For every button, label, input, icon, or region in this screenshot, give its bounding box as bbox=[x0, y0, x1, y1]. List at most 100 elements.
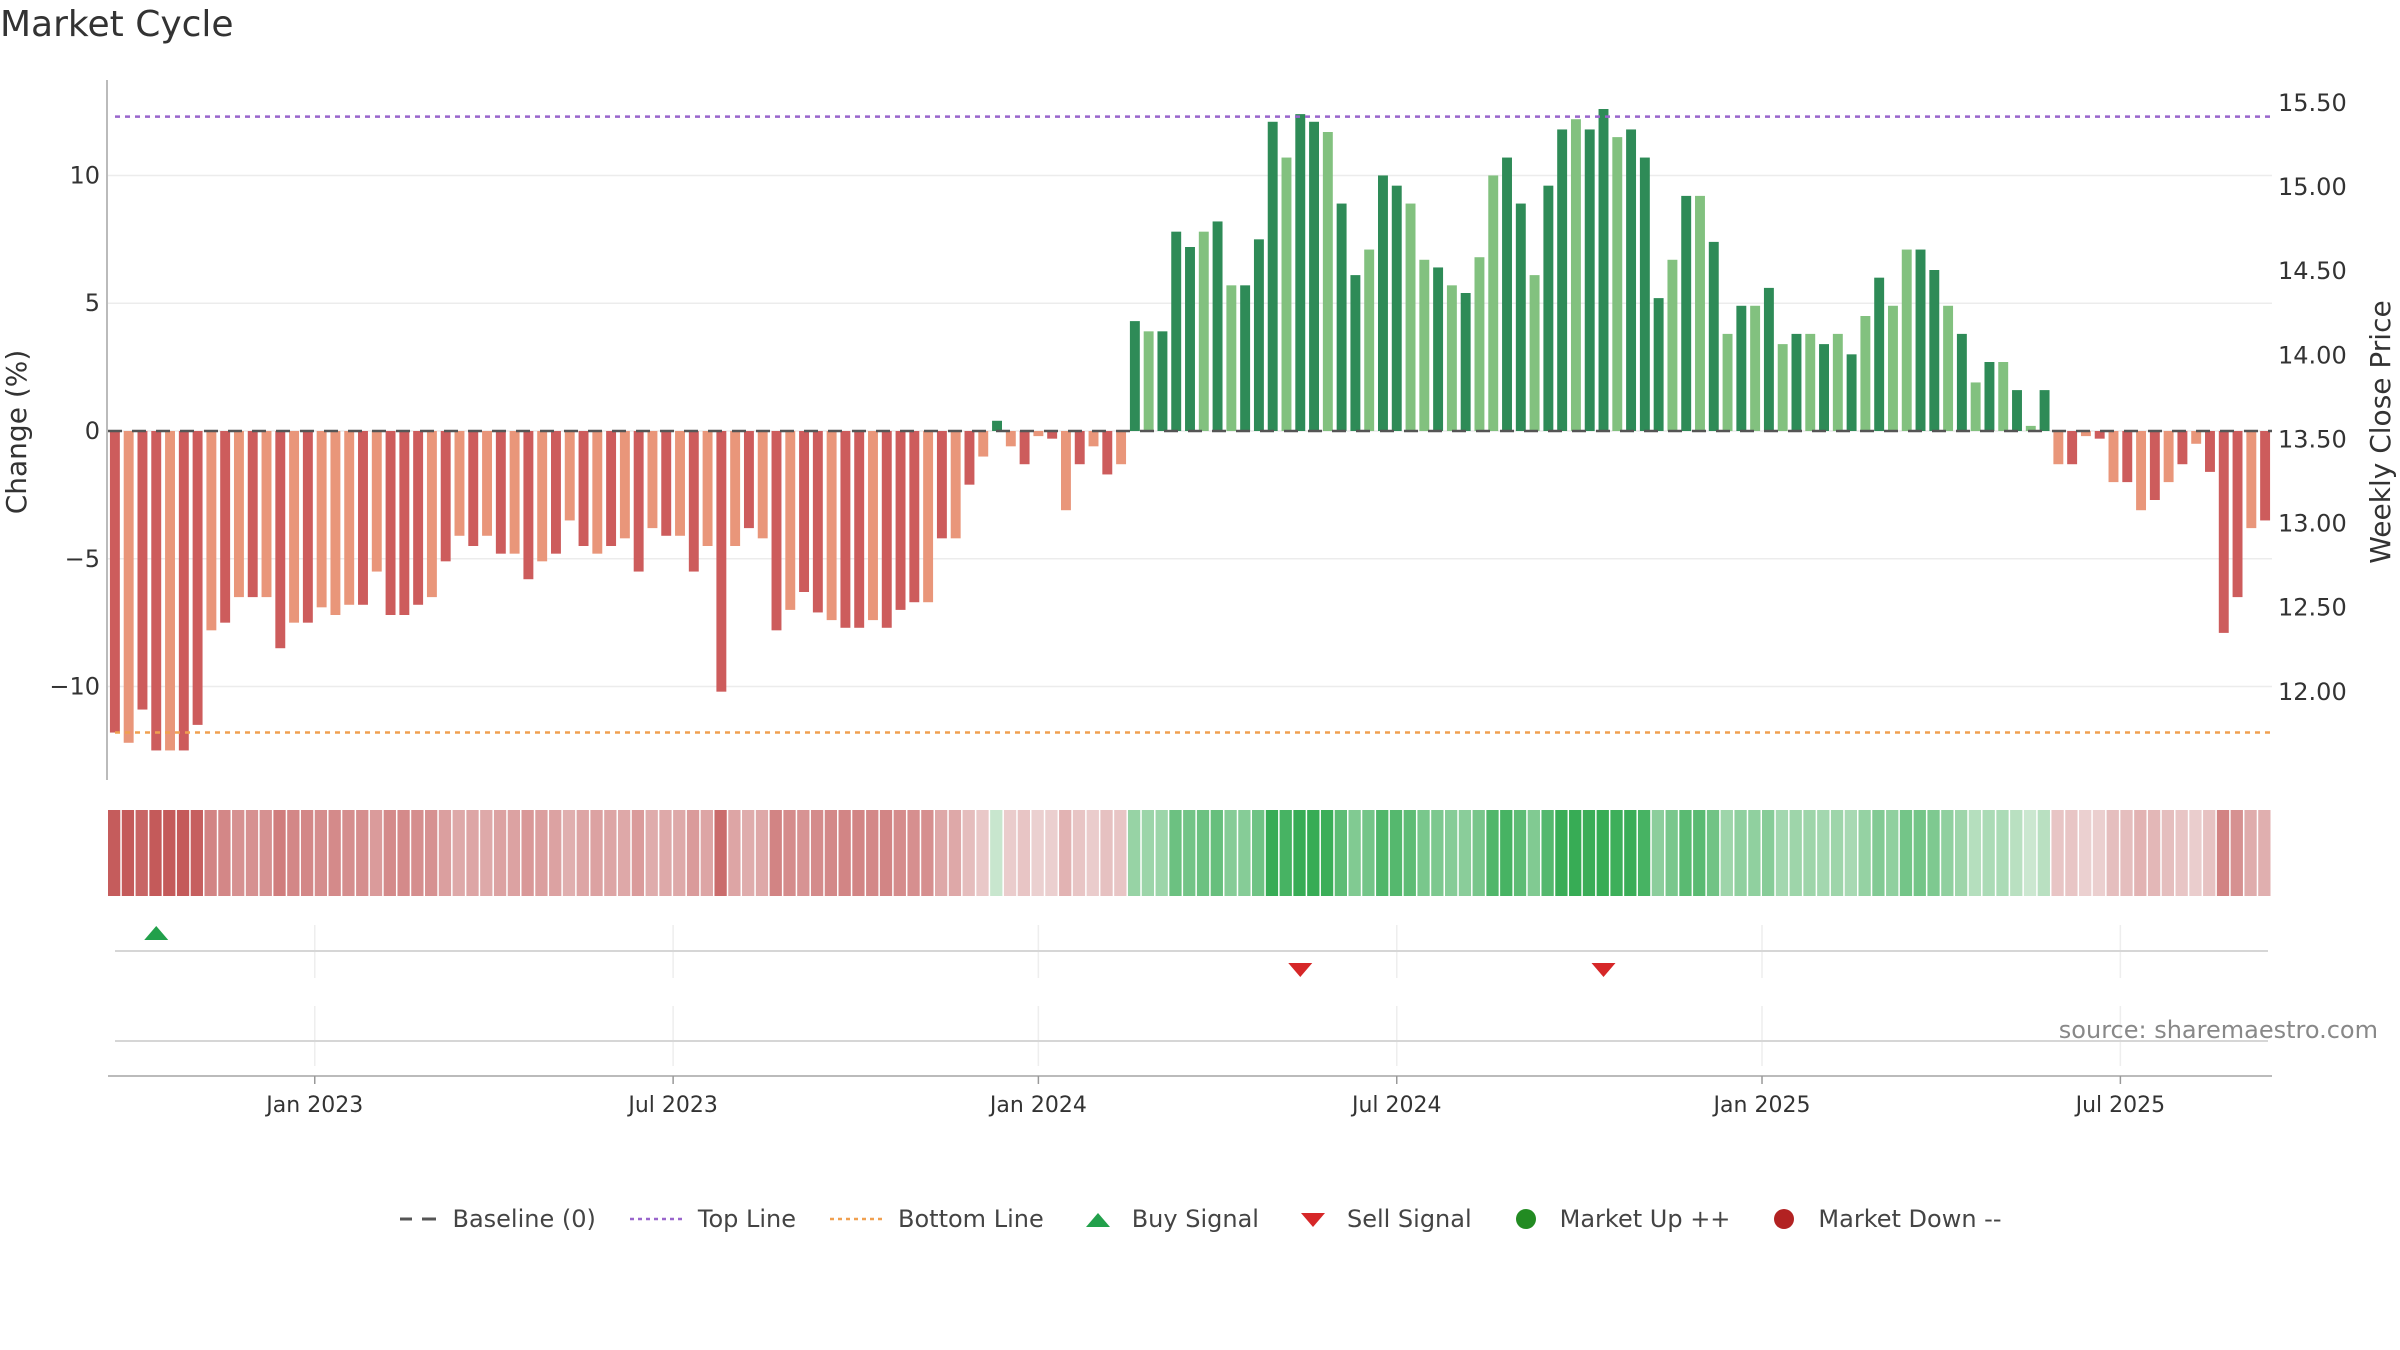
heat-cell bbox=[1913, 810, 1926, 896]
heat-cell bbox=[2010, 810, 2023, 896]
heat-cell bbox=[1637, 810, 1651, 896]
change-bar bbox=[771, 431, 782, 631]
change-bar bbox=[468, 431, 479, 546]
change-bar bbox=[1253, 239, 1264, 431]
heat-cell bbox=[1265, 810, 1279, 896]
heat-cell bbox=[411, 810, 424, 896]
change-bar bbox=[675, 431, 685, 536]
heat-cell bbox=[1610, 810, 1623, 896]
change-bar bbox=[523, 431, 534, 580]
change-bar bbox=[2108, 431, 2119, 483]
change-bar bbox=[1750, 305, 1761, 431]
change-bar bbox=[1722, 333, 1733, 431]
change-bar bbox=[592, 431, 603, 554]
heat-cell bbox=[1886, 810, 1899, 896]
heat-cell bbox=[948, 810, 962, 896]
change-bars bbox=[109, 109, 2271, 751]
change-bar bbox=[812, 431, 823, 613]
heat-cell bbox=[866, 810, 879, 896]
change-bar bbox=[123, 431, 134, 743]
change-bar bbox=[564, 431, 575, 521]
change-bar bbox=[550, 431, 561, 554]
change-bar bbox=[1639, 157, 1650, 432]
change-bar bbox=[2163, 431, 2174, 483]
change-bar bbox=[702, 431, 713, 546]
change-bar bbox=[923, 431, 934, 603]
change-bar bbox=[1763, 287, 1774, 431]
heat-cell bbox=[2230, 810, 2243, 896]
y-tick-label: 0 bbox=[85, 417, 100, 445]
heat-cell bbox=[1679, 810, 1692, 896]
change-bar bbox=[1998, 362, 2009, 431]
change-bar bbox=[2191, 431, 2202, 444]
heat-cell bbox=[1169, 810, 1182, 896]
change-bar bbox=[2080, 431, 2091, 437]
heat-cell bbox=[397, 810, 410, 896]
heat-cell bbox=[2161, 810, 2175, 896]
heat-cell bbox=[2175, 810, 2188, 896]
change-bar bbox=[1543, 185, 1554, 431]
change-bar bbox=[454, 431, 465, 536]
change-bar bbox=[316, 431, 327, 608]
heat-cell bbox=[962, 810, 975, 896]
heat-cell bbox=[438, 810, 452, 896]
heat-cell bbox=[1941, 810, 1954, 896]
heat-cell bbox=[935, 810, 948, 896]
heat-cell bbox=[1775, 810, 1789, 896]
heat-cell bbox=[1059, 810, 1072, 896]
change-bar bbox=[1598, 109, 1609, 431]
change-bar bbox=[413, 431, 424, 605]
change-bar bbox=[1171, 231, 1182, 431]
change-bar bbox=[730, 431, 741, 546]
change-bar bbox=[1515, 203, 1526, 431]
change-bar bbox=[1626, 129, 1637, 431]
heat-cell bbox=[1417, 810, 1430, 896]
change-bar bbox=[950, 431, 961, 539]
heat-cell bbox=[1954, 810, 1968, 896]
change-bar bbox=[1350, 275, 1361, 431]
change-bar bbox=[1984, 362, 1995, 431]
heat-cell bbox=[2106, 810, 2119, 896]
change-bar bbox=[1433, 267, 1444, 431]
change-bar bbox=[992, 420, 1002, 431]
y2-tick-label: 13.00 bbox=[2278, 510, 2347, 538]
change-bar bbox=[1309, 121, 1320, 432]
heat-cell bbox=[2037, 810, 2050, 896]
heat-cell bbox=[1830, 810, 1844, 896]
heat-cell bbox=[2051, 810, 2064, 896]
heat-cell bbox=[480, 810, 493, 896]
change-bar bbox=[1681, 195, 1692, 431]
change-bar bbox=[1102, 431, 1113, 475]
change-bar bbox=[440, 431, 451, 562]
change-bar bbox=[978, 431, 989, 457]
change-bar bbox=[1488, 175, 1499, 431]
heat-cell bbox=[245, 810, 259, 896]
heat-cell bbox=[2244, 810, 2257, 896]
change-bar bbox=[1819, 344, 1830, 431]
heat-cell bbox=[1086, 810, 1099, 896]
change-bar bbox=[1143, 331, 1154, 431]
y-axis-label: Change (%) bbox=[0, 350, 33, 515]
heat-cell bbox=[1541, 810, 1554, 896]
y2-tick-label: 13.50 bbox=[2278, 425, 2347, 453]
change-bar bbox=[2067, 431, 2078, 465]
heat-cell bbox=[810, 810, 824, 896]
change-bar bbox=[868, 431, 878, 621]
heat-cell bbox=[2079, 810, 2092, 896]
x-tick-label: Jul 2023 bbox=[626, 1093, 718, 1118]
change-bar bbox=[1226, 285, 1237, 431]
change-bar bbox=[247, 431, 258, 598]
change-bar bbox=[1915, 249, 1926, 431]
heat-cell bbox=[314, 810, 328, 896]
heat-cell bbox=[1968, 810, 1982, 896]
change-bar bbox=[178, 431, 189, 751]
heat-cell bbox=[1293, 810, 1306, 896]
change-bar bbox=[537, 431, 548, 562]
heat-cell bbox=[1141, 810, 1155, 896]
heat-cell bbox=[1665, 810, 1678, 896]
heat-cell bbox=[1196, 810, 1210, 896]
y2-tick-label: 15.50 bbox=[2278, 89, 2347, 117]
heat-cell bbox=[521, 810, 534, 896]
change-bar bbox=[151, 431, 162, 751]
legend-item: Market Down -- bbox=[1764, 1205, 2002, 1233]
